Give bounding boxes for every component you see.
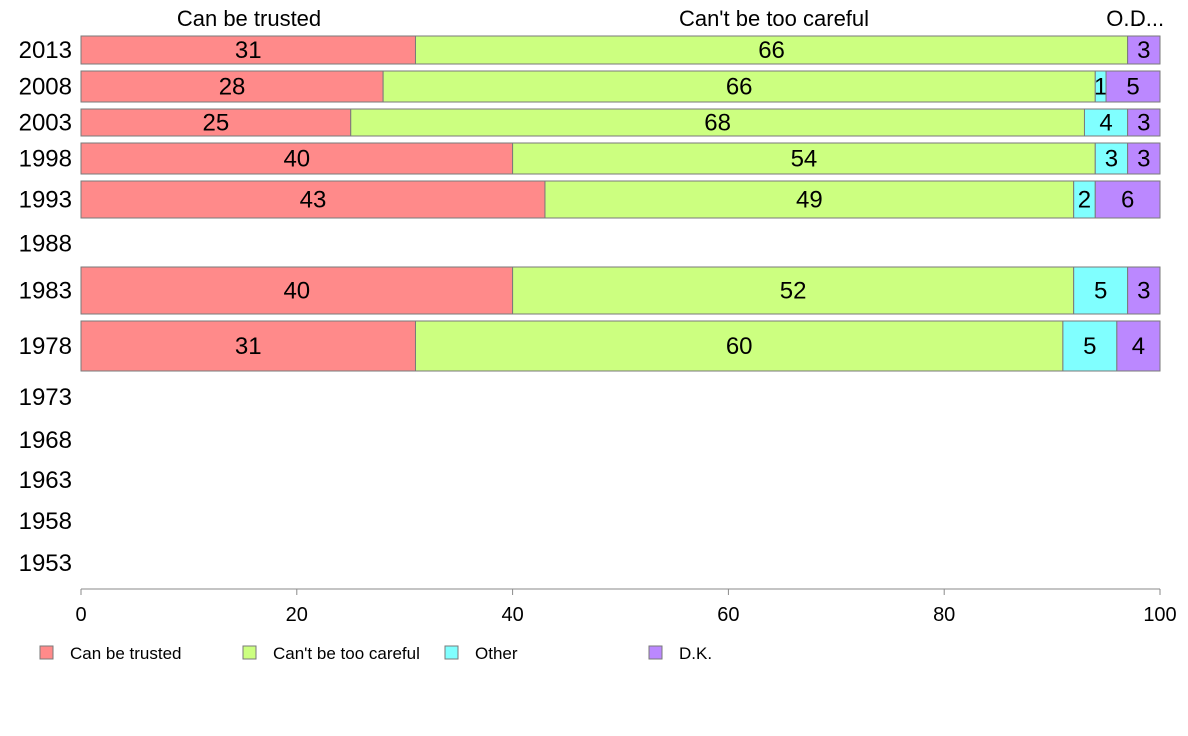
bar-can-t-be-too-careful-1978: [414, 320, 1064, 372]
bar-can-t-be-too-careful-1983: [512, 266, 1075, 315]
x-tick-label-0: 0: [75, 604, 86, 626]
data-label-d-k-2013: 3: [1137, 37, 1150, 64]
x-tick-label-20: 20: [286, 604, 308, 626]
data-label-other-1998: 3: [1105, 146, 1118, 173]
year-label-1968: 1968: [19, 427, 72, 454]
legend-swatch-can-t-be-too-careful: [242, 645, 257, 660]
data-label-can-t-be-too-careful-2013: 66: [758, 37, 785, 64]
legend-swatch-can-be-trusted: [39, 645, 54, 660]
year-label-2008: 2008: [19, 74, 72, 101]
column-headers: Can be trusted Can't be too careful O...…: [177, 6, 1164, 31]
bar-d-k-2003: [1127, 108, 1161, 137]
data-label-other-2003: 4: [1099, 110, 1112, 137]
bars: 31 66 328 66 1 525 68 4 340 54 3 343 49 2 640 52 5 331 60 5…: [80, 35, 1161, 372]
data-label-d-k-1993: 6: [1121, 187, 1134, 214]
data-label-other-1983: 5: [1094, 278, 1107, 305]
x-axis: 0 20 40 60 80 100: [75, 588, 1177, 626]
bar-d-k-1998: [1127, 142, 1161, 175]
year-label-2013: 2013: [19, 37, 72, 64]
x-tick-label-60: 60: [717, 604, 739, 626]
bar-d-k-1978: [1116, 320, 1161, 372]
year-label-1963: 1963: [19, 467, 72, 494]
data-label-can-be-trusted-1978: 31: [235, 333, 262, 360]
data-label-can-be-trusted-2008: 28: [219, 74, 246, 101]
data-label-can-be-trusted-1993: 43: [300, 187, 327, 214]
bar-can-t-be-too-careful-2013: [414, 35, 1129, 65]
bar-can-be-trusted-2008: [80, 70, 384, 103]
year-label-1988: 1988: [19, 231, 72, 258]
data-label-can-t-be-too-careful-2008: 66: [726, 74, 753, 101]
data-label-can-t-be-too-careful-1998: 54: [791, 146, 818, 173]
column-header-cant-be-too-careful: Can't be too careful: [679, 6, 869, 31]
data-label-can-t-be-too-careful-1983: 52: [780, 278, 807, 305]
bar-can-t-be-too-careful-2008: [382, 70, 1096, 103]
legend: Can be trusted Can't be too careful Other D…: [39, 644, 712, 663]
data-label-can-t-be-too-careful-2003: 68: [704, 110, 731, 137]
legend-label-d-k: D.K.: [679, 644, 712, 663]
data-label-d-k-2003: 3: [1137, 110, 1150, 137]
data-label-other-1978: 5: [1083, 333, 1096, 360]
bar-d-k-1983: [1127, 266, 1161, 315]
bar-can-be-trusted-1983: [80, 266, 514, 315]
data-label-can-be-trusted-2003: 25: [203, 110, 230, 137]
bar-can-t-be-too-careful-1993: [544, 180, 1075, 219]
bar-can-t-be-too-careful-1998: [512, 142, 1096, 175]
year-label-1958: 1958: [19, 508, 72, 535]
column-header-can-be-trusted: Can be trusted: [177, 6, 321, 31]
bar-can-be-trusted-1998: [80, 142, 514, 175]
data-label-other-2008: 1: [1094, 74, 1107, 101]
column-header-dk: D...: [1130, 6, 1164, 31]
bar-can-be-trusted-2013: [80, 35, 416, 65]
data-label-can-t-be-too-careful-1993: 49: [796, 187, 823, 214]
data-label-d-k-1978: 4: [1132, 333, 1145, 360]
year-label-1983: 1983: [19, 278, 72, 305]
year-label-1953: 1953: [19, 550, 72, 577]
year-label-1993: 1993: [19, 187, 72, 214]
bar-can-be-trusted-2003: [80, 108, 352, 137]
bar-d-k-2008: [1105, 70, 1161, 103]
legend-swatch-other: [444, 645, 459, 660]
data-label-other-1993: 2: [1078, 187, 1091, 214]
year-label-1998: 1998: [19, 146, 72, 173]
bar-d-k-1993: [1094, 180, 1161, 219]
x-tick-label-80: 80: [933, 604, 955, 626]
data-label-can-be-trusted-2013: 31: [235, 37, 262, 64]
data-label-d-k-1983: 3: [1137, 278, 1150, 305]
column-header-other: O...: [1106, 6, 1141, 31]
bar-can-be-trusted-1993: [80, 180, 546, 219]
data-label-can-t-be-too-careful-1978: 60: [726, 333, 753, 360]
year-label-2003: 2003: [19, 110, 72, 137]
legend-label-can-t-be-too-careful: Can't be too careful: [273, 644, 420, 663]
year-labels: 2013 2008 2003 1998 1993 1988 1983 1978 1973 1968…: [19, 37, 72, 577]
x-tick-label-100: 100: [1143, 604, 1176, 626]
bar-d-k-2013: [1127, 35, 1161, 65]
bar-can-be-trusted-1978: [80, 320, 416, 372]
legend-label-other: Other: [475, 644, 518, 663]
data-label-d-k-1998: 3: [1137, 146, 1150, 173]
data-label-can-be-trusted-1998: 40: [283, 146, 310, 173]
x-tick-label-40: 40: [501, 604, 523, 626]
year-label-1978: 1978: [19, 333, 72, 360]
bar-can-t-be-too-careful-2003: [350, 108, 1085, 137]
data-label-d-k-2008: 5: [1126, 74, 1139, 101]
year-label-1973: 1973: [19, 384, 72, 411]
legend-label-can-be-trusted: Can be trusted: [70, 644, 182, 663]
data-label-can-be-trusted-1983: 40: [283, 278, 310, 305]
legend-swatch-d-k: [648, 645, 663, 660]
